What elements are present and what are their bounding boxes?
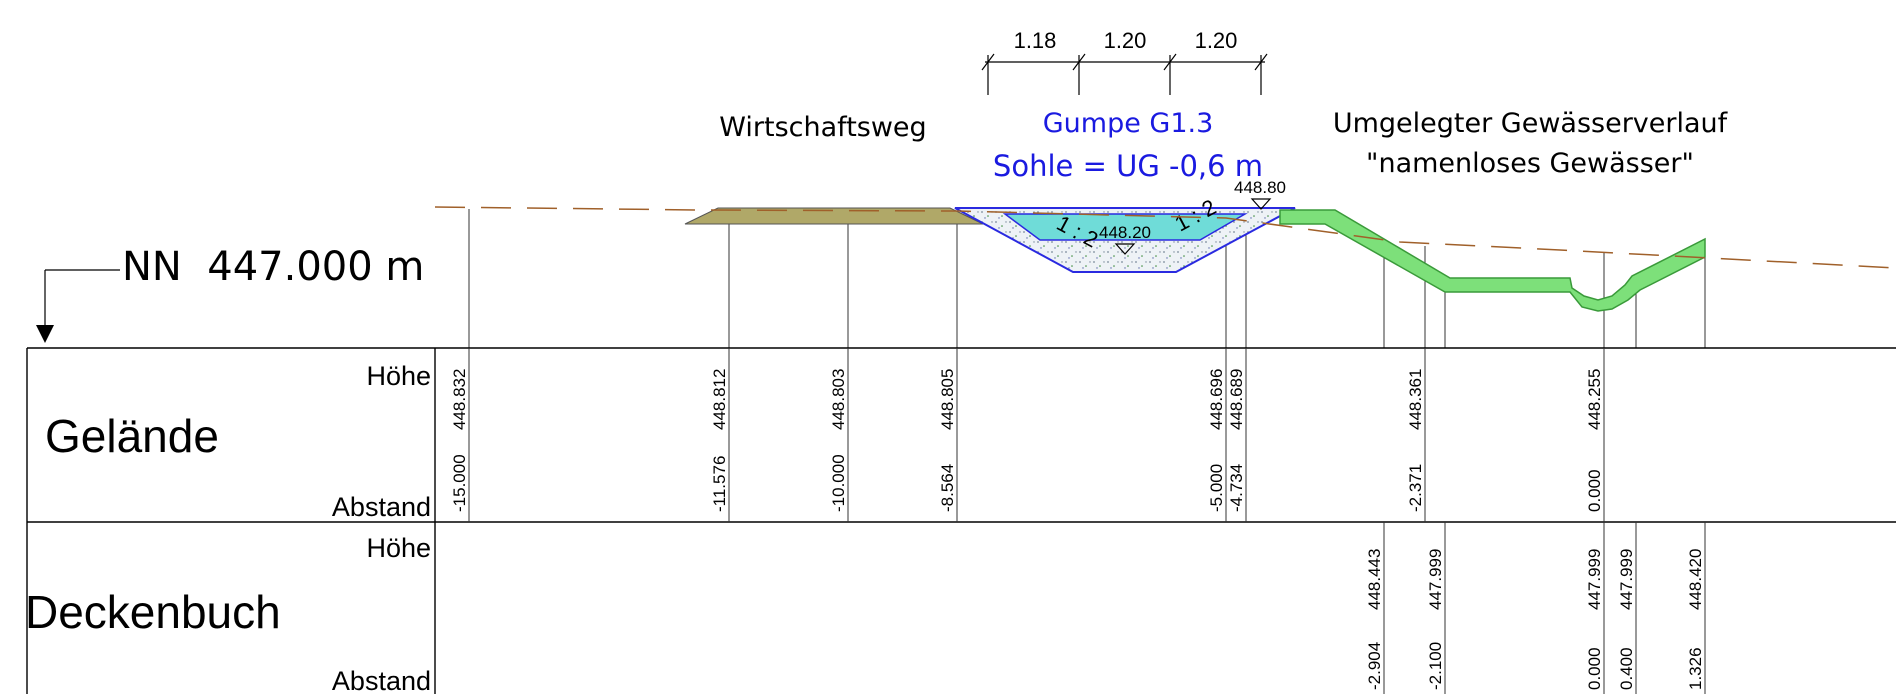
water-level-icon <box>1114 243 1136 255</box>
terrain-line <box>434 206 1896 269</box>
crest-level-label: 448.80 <box>1234 178 1286 197</box>
dimension-chain <box>981 53 1268 95</box>
crest-level-icon <box>1250 198 1272 210</box>
deckenbuch-station-lines <box>1383 522 1706 694</box>
pond-water <box>1002 213 1248 241</box>
deckenbuch-abstand-value: -2.100 <box>1426 642 1445 690</box>
gelaende-abstand-value: -10.000 <box>829 454 848 512</box>
dimension-label: 1.20 <box>1195 28 1238 53</box>
deckenbuch-abstand-value: -2.904 <box>1365 642 1384 690</box>
gelaende-hoehe-value: 448.255 <box>1585 369 1604 430</box>
deckenbuch-abstand-value: 0.400 <box>1617 647 1636 690</box>
gelaende-abstand-value: -5.000 <box>1207 464 1226 512</box>
gelaende-abstand-value: 0.000 <box>1585 469 1604 512</box>
deckenbuch-hoehe-value: 448.443 <box>1365 549 1384 610</box>
deckenbuch-hoehe-value: 447.999 <box>1585 549 1604 610</box>
row-label-hoehe: Höhe <box>366 361 431 391</box>
dimension-label: 1.20 <box>1104 28 1147 53</box>
dimension-label: 1.18 <box>1014 28 1057 53</box>
gelaende-hoehe-value: 448.803 <box>829 369 848 430</box>
gelaende-abstand-value: -2.371 <box>1406 464 1425 512</box>
road-label: Wirtschaftsweg <box>719 112 926 143</box>
gelaende-abstand-value: -4.734 <box>1227 464 1246 512</box>
datum-arrow-icon <box>36 325 54 343</box>
gelaende-hoehe-value: 448.832 <box>450 369 469 430</box>
gelaende-hoehe-value: 448.361 <box>1406 369 1425 430</box>
data-table <box>26 347 1896 694</box>
deckenbuch-abstand-value: 1.326 <box>1686 647 1705 690</box>
deckenbuch-abstand-value: 0.000 <box>1585 647 1604 690</box>
datum-label: NN 447.000 m <box>122 244 424 290</box>
deckenbuch-values: -2.904 448.443 -2.100 447.999 0.000 447.999 0.… <box>1365 549 1705 690</box>
stream-label-line1: Umgelegter Gewässerverlauf <box>1333 108 1729 139</box>
pond-title: Gumpe G1.3 <box>1043 108 1214 139</box>
deckenbuch-hoehe-value: 448.420 <box>1686 549 1705 610</box>
gelaende-hoehe-value: 448.689 <box>1227 369 1246 430</box>
row-title-deckenbuch: Deckenbuch <box>25 586 281 638</box>
datum-marker: NN 447.000 m <box>36 244 424 343</box>
gelaende-station-lines <box>468 348 1605 522</box>
water-level-label: 448.20 <box>1099 223 1151 242</box>
row-title-gelaende: Gelände <box>45 410 219 462</box>
gelaende-abstand-value: -8.564 <box>938 464 957 512</box>
row-label-hoehe: Höhe <box>366 533 431 563</box>
road-embankment <box>684 207 984 225</box>
gelaende-abstand-value: -11.576 <box>710 456 729 512</box>
deckenbuch-hoehe-value: 447.999 <box>1617 549 1636 610</box>
row-label-abstand: Abstand <box>332 666 431 694</box>
deckenbuch-hoehe-value: 447.999 <box>1426 549 1445 610</box>
gelaende-abstand-value: -15.000 <box>450 454 469 512</box>
stream-channel <box>1279 209 1706 312</box>
gelaende-hoehe-value: 448.812 <box>710 369 729 430</box>
gelaende-hoehe-value: 448.696 <box>1207 369 1226 430</box>
stream-label-line2: "namenloses Gewässer" <box>1366 148 1694 179</box>
gelaende-values: -15.000 448.832 -11.576 448.812 -10.000 448.8… <box>450 369 1604 512</box>
station-lines-top <box>468 209 1706 348</box>
pond-sohle-label: Sohle = UG -0,6 m <box>993 149 1263 183</box>
gelaende-hoehe-value: 448.805 <box>938 369 957 430</box>
row-label-abstand: Abstand <box>332 492 431 522</box>
